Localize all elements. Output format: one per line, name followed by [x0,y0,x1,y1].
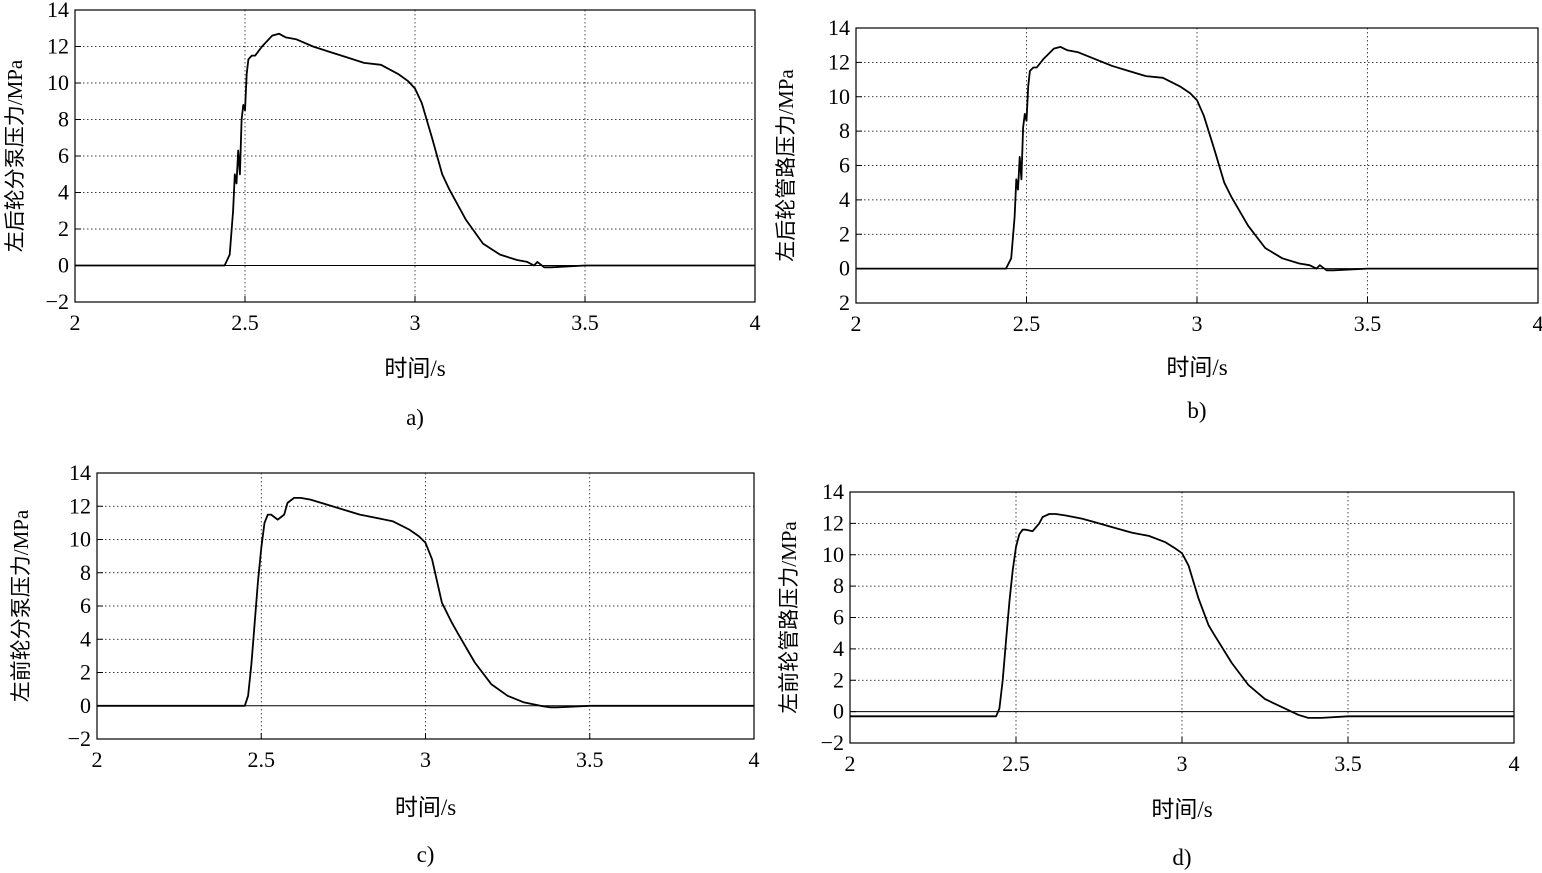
x-tick-label: 4 [1533,311,1542,336]
y-tick-label: 2 [839,290,850,315]
x-tick-label: 3 [1177,751,1188,776]
x-tick-label: 3 [420,747,431,772]
y-tick-label: 8 [58,107,69,132]
x-tick-label: 2.5 [248,747,276,772]
pressure-curve-line [850,513,1514,719]
x-tick-label: 2 [92,747,103,772]
y-tick-label: 12 [828,49,850,74]
y-tick-label: 6 [833,605,844,630]
x-tick-label: 3 [1192,311,1203,336]
pressure-curve-line [75,32,755,269]
x-axis-label: 时间/s [384,356,445,381]
y-tick-label: 8 [833,573,844,598]
x-tick-label: 2.5 [231,310,259,335]
x-tick-label: 3.5 [576,747,604,772]
y-tick-label: 4 [839,187,850,212]
y-tick-label: 0 [80,693,91,718]
y-tick-label: 6 [58,143,69,168]
y-axis-label: 左前轮管路压力/MPa [777,521,801,714]
panel-caption: c) [417,842,435,867]
y-tick-label: 6 [839,153,850,178]
y-tick-label: 0 [58,253,69,278]
y-tick-label: 8 [80,560,91,585]
x-axis-label: 时间/s [1166,355,1227,380]
panel-caption: d) [1172,845,1191,870]
x-axis-label: 时间/s [395,795,456,820]
y-tick-label: 4 [833,636,844,661]
y-tick-label: 10 [822,542,844,567]
y-tick-label: 12 [822,510,844,535]
x-axis-label: 时间/s [1151,797,1212,822]
chart-a: −2 0 2 4 6 8 10 12 14 2 2.5 3 3.5 4 时间/s 左后轮分泵压力/MPa a) [3,0,761,430]
y-tick-label: 2 [80,660,91,685]
y-tick-label: 14 [822,479,844,504]
x-tick-label: 4 [1509,751,1520,776]
y-tick-label: 0 [833,699,844,724]
x-tick-label: 4 [750,310,761,335]
panel-caption: b) [1187,398,1206,423]
chart-panel-c: −2 0 2 4 6 8 10 12 14 2 2.5 3 3.5 4 时间/s 左前轮分泵压力/MPa c) [0,437,770,873]
y-tick-label: 14 [828,15,850,40]
y-axis-label: 左后轮分泵压力/MPa [3,59,27,252]
y-tick-label: −2 [46,289,69,314]
y-tick-label: 10 [47,70,69,95]
pressure-curve-line [856,46,1538,272]
chart-c: −2 0 2 4 6 8 10 12 14 2 2.5 3 3.5 4 时间/s 左前轮分泵压力/MPa c) [9,460,760,867]
chart-d: −2 0 2 4 6 8 10 12 14 2 2.5 3 3.5 4 时间/s 左前轮管路压力/MPa d) [777,479,1520,870]
x-tick-label: 2 [845,751,856,776]
y-tick-label: 14 [69,460,91,485]
y-tick-label: 4 [80,626,91,651]
chart-panel-d: −2 0 2 4 6 8 10 12 14 2 2.5 3 3.5 4 时间/s 左前轮管路压力/MPa d) [771,437,1542,873]
y-axis-label: 左后轮管路压力/MPa [774,69,798,262]
y-tick-label: 10 [828,84,850,109]
y-tick-label: −2 [68,726,91,751]
chart-b: 2 0 2 4 6 8 10 12 14 2 2.5 3 3.5 4 时间/s 左后轮管路压力/MPa b) [774,15,1542,423]
x-tick-label: 4 [749,747,760,772]
panel-caption: a) [406,405,424,430]
y-tick-label: 2 [839,221,850,246]
y-tick-label: 0 [839,256,850,281]
x-tick-label: 3.5 [1334,751,1362,776]
x-tick-label: 2.5 [1002,751,1030,776]
chart-panel-a: −2 0 2 4 6 8 10 12 14 2 2.5 3 3.5 4 时间/s 左后轮分泵压力/MPa a) [0,0,770,436]
x-tick-label: 2.5 [1013,311,1041,336]
y-tick-label: 10 [69,527,91,552]
y-tick-label: 12 [69,493,91,518]
y-tick-label: 2 [833,667,844,692]
y-tick-label: −2 [821,730,844,755]
y-tick-label: 4 [58,180,69,205]
y-tick-label: 6 [80,593,91,618]
x-tick-label: 3.5 [1354,311,1382,336]
y-tick-label: 8 [839,118,850,143]
x-tick-label: 3 [410,310,421,335]
x-tick-label: 2 [70,310,81,335]
y-tick-label: 14 [47,0,69,22]
y-tick-label: 12 [47,34,69,59]
x-tick-label: 2 [851,311,862,336]
y-axis-label: 左前轮分泵压力/MPa [9,509,33,702]
chart-panel-b: 2 0 2 4 6 8 10 12 14 2 2.5 3 3.5 4 时间/s 左后轮管路压力/MPa b) [771,0,1542,436]
pressure-curve-line [97,497,754,709]
y-tick-label: 2 [58,216,69,241]
x-tick-label: 3.5 [571,310,599,335]
